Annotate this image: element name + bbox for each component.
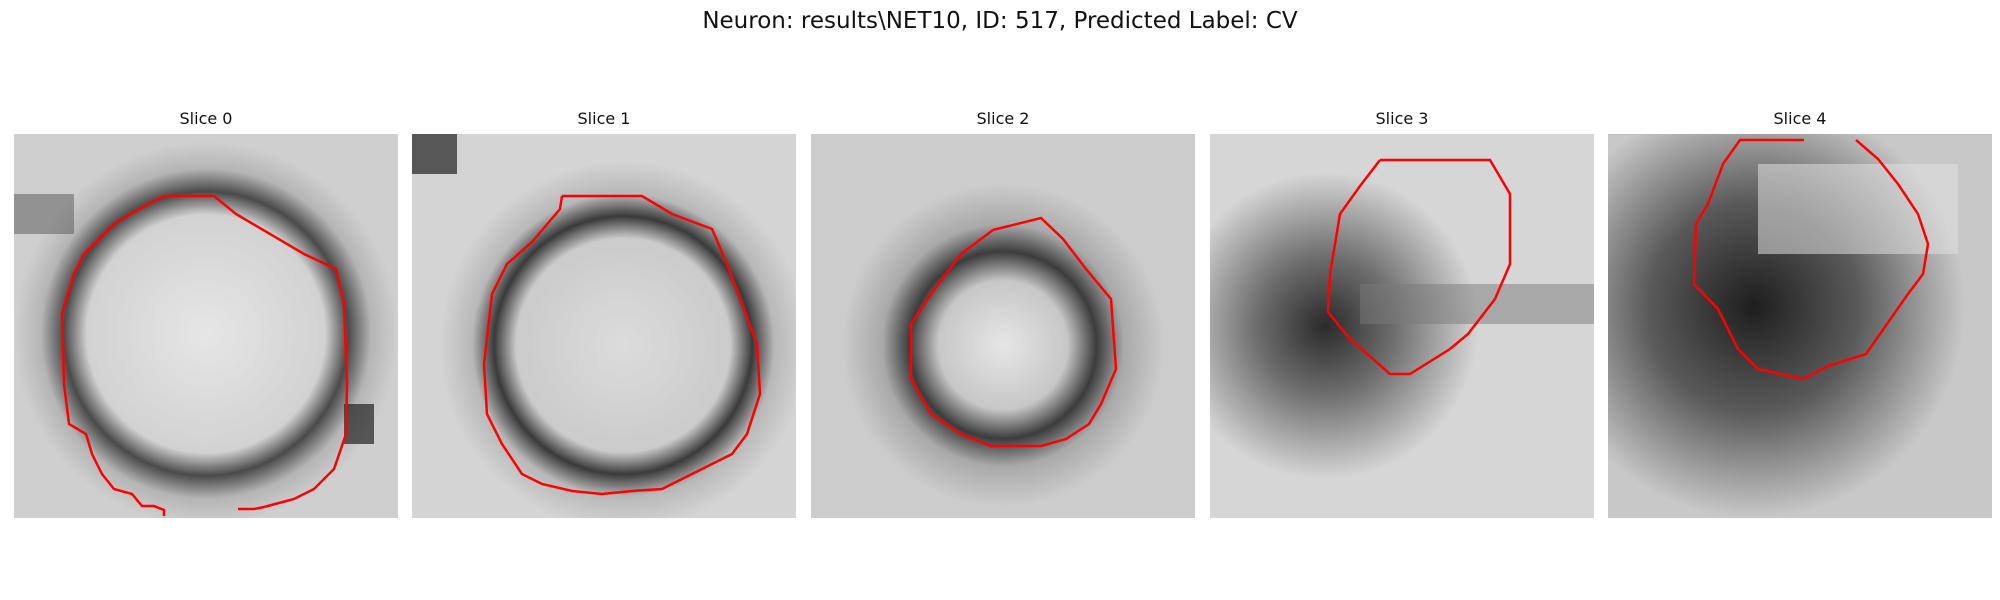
slice-title-2: Slice 2	[976, 109, 1030, 128]
slice-panel-2: Slice 2	[811, 108, 1195, 518]
slice-image-1	[412, 134, 796, 518]
contour-slice-0	[60, 194, 349, 516]
slice-title-3: Slice 3	[1375, 109, 1429, 128]
contour-slice-1	[482, 194, 762, 496]
slice-image-4	[1608, 134, 1992, 518]
slice-panel-4: Slice 4	[1608, 108, 1992, 518]
slice-title-4: Slice 4	[1773, 109, 1827, 128]
figure-title: Neuron: results\NET10, ID: 517, Predicte…	[702, 8, 1298, 34]
slice-panel-0: Slice 0	[14, 108, 398, 518]
slice-image-0	[14, 134, 398, 518]
contour-slice-4	[1692, 138, 1930, 381]
slice-panel-3: Slice 3	[1210, 108, 1594, 518]
slice-image-2	[811, 134, 1195, 518]
slice-title-0: Slice 0	[179, 109, 233, 128]
slice-image-3	[1210, 134, 1594, 518]
slice-title-1: Slice 1	[577, 109, 631, 128]
contour-slice-2	[909, 216, 1118, 448]
slice-panel-1: Slice 1	[412, 108, 796, 518]
contour-slice-3	[1326, 158, 1512, 376]
